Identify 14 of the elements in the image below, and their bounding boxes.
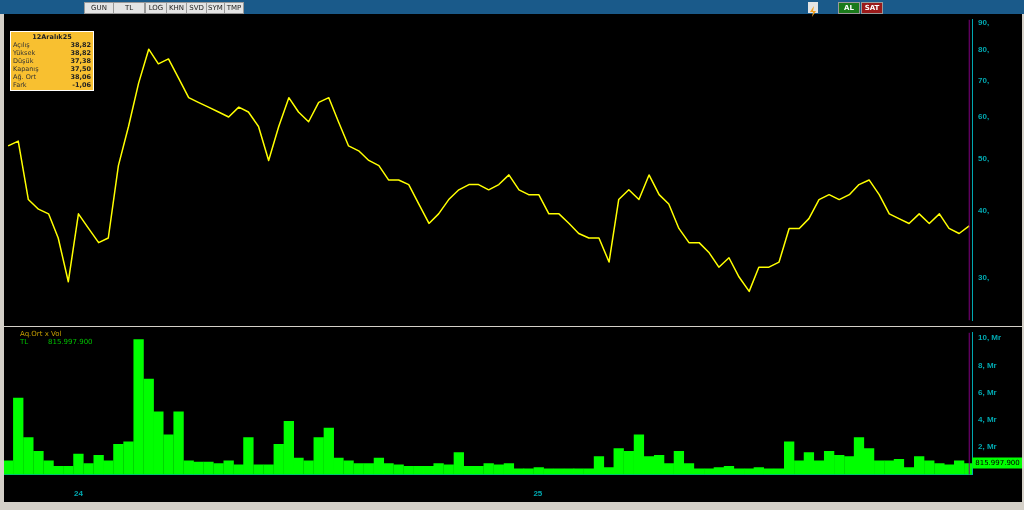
y-tick-label: 4, Mr — [978, 415, 997, 425]
y-tick-label: 60, — [978, 111, 990, 121]
y-tick-label: 10, Mr — [978, 333, 1002, 343]
y-tick-label: 30, — [978, 273, 990, 283]
y-tick-label: 40, — [978, 206, 990, 216]
y-tick-label: 70, — [978, 76, 990, 86]
y-tick-label: 2, Mr — [978, 442, 997, 452]
x-tick-label: 25 — [533, 489, 543, 499]
x-tick-label: 24 — [73, 489, 84, 499]
y-tick-label: 8, Mr — [978, 360, 997, 370]
y-tick-label: 6, Mr — [978, 387, 997, 397]
y-tick-label: 50, — [978, 154, 990, 164]
y-tick-label: 90, — [978, 17, 990, 27]
y-tick-label: 80, — [978, 44, 990, 54]
